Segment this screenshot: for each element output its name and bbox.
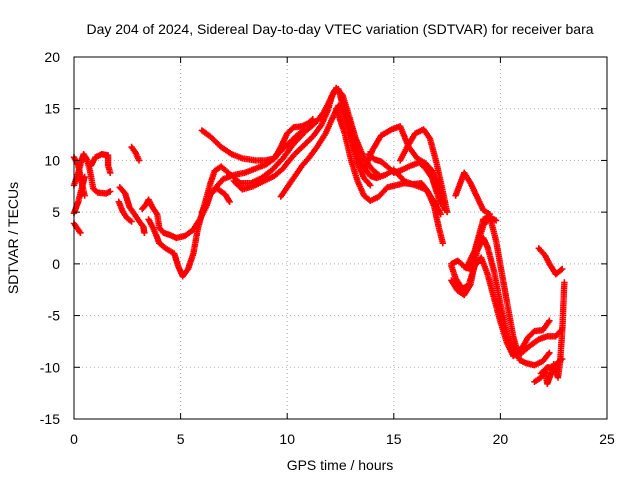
y-axis-label: SDTVAR / TECUs [5, 182, 21, 294]
chart-title: Day 204 of 2024, Sidereal Day-to-day VTE… [86, 21, 593, 37]
series-markers [365, 151, 444, 208]
series-arc-11 [198, 126, 308, 164]
series-arc-18 [397, 126, 451, 216]
series-markers [116, 184, 148, 236]
plot-frame [73, 56, 608, 420]
series-arc-13 [230, 84, 383, 193]
series-arc-12 [198, 185, 233, 216]
y-tick-label: 20 [44, 49, 60, 65]
series-arc-6 [128, 143, 143, 164]
series-arc-8 [115, 198, 135, 225]
grid-lines [74, 57, 607, 419]
data-series [70, 84, 568, 387]
series-markers [452, 169, 493, 218]
series-arc-26 [537, 355, 566, 377]
series-markers [115, 198, 135, 225]
x-axis-label: GPS time / hours [287, 457, 394, 473]
series-markers [535, 245, 566, 278]
series-markers [333, 105, 446, 247]
series-markers [198, 185, 233, 216]
y-tick-label: 15 [44, 101, 60, 117]
x-tick-label: 25 [599, 431, 615, 447]
axis-ticks: 0 5 10 15 20 25 -15 -10 -5 0 5 10 15 20 [40, 49, 615, 447]
x-tick-label: 5 [177, 431, 185, 447]
x-tick-label: 10 [279, 431, 295, 447]
y-tick-label: 5 [52, 204, 60, 220]
series-markers [128, 143, 143, 164]
series-markers [397, 126, 451, 216]
y-tick-label: -10 [40, 359, 60, 375]
series-markers [537, 355, 566, 377]
x-tick-label: 0 [70, 431, 78, 447]
series-arc-23 [452, 169, 493, 218]
y-tick-label: -5 [48, 308, 61, 324]
y-tick-label: 10 [44, 152, 60, 168]
series-markers [87, 151, 114, 176]
series-arc-17 [365, 151, 444, 208]
x-tick-label: 20 [493, 431, 509, 447]
x-tick-label: 15 [386, 431, 402, 447]
y-tick-label: 0 [52, 256, 60, 272]
series-arc-24 [535, 245, 566, 278]
series-arc-15 [333, 105, 446, 247]
y-tick-label: -15 [40, 411, 60, 427]
series-markers [230, 84, 383, 193]
series-arc-5 [87, 151, 114, 176]
series-markers [198, 126, 308, 164]
series-arc-7 [116, 184, 148, 236]
